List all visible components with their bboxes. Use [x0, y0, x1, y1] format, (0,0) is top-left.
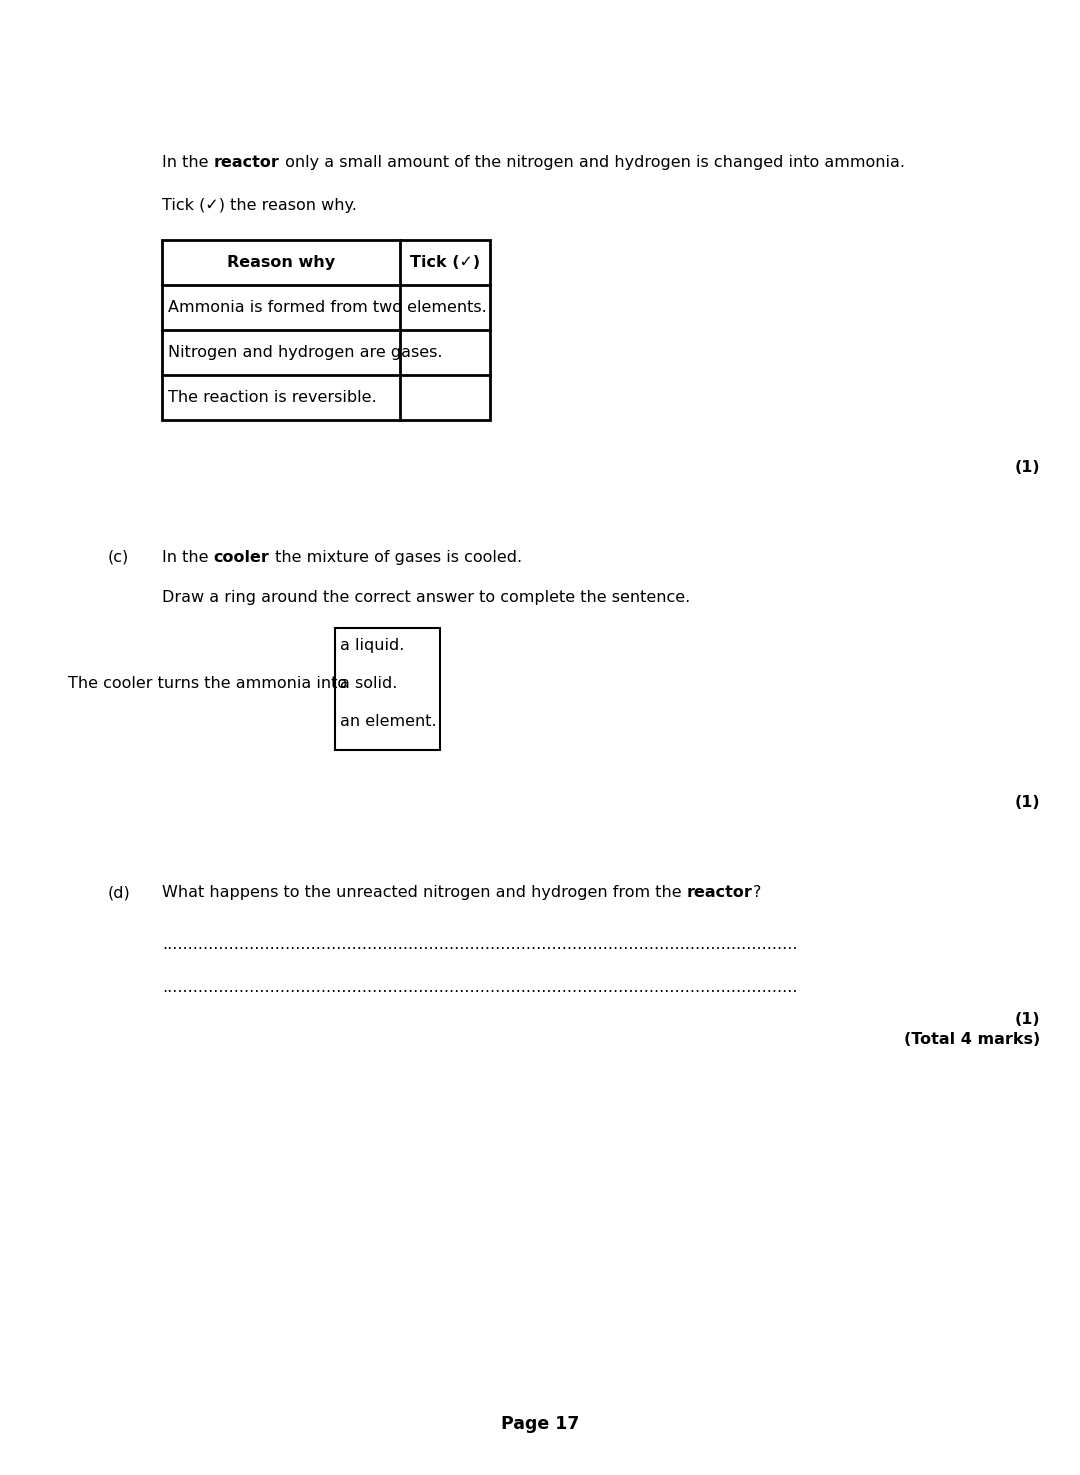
Text: Reason why: Reason why [227, 255, 335, 270]
Text: reactor: reactor [687, 885, 753, 900]
Text: (d): (d) [108, 885, 131, 900]
Text: What happens to the unreacted nitrogen and hydrogen from the: What happens to the unreacted nitrogen a… [162, 885, 687, 900]
Text: cooler: cooler [214, 550, 270, 565]
Text: Tick (✓︎) the reason why.: Tick (✓︎) the reason why. [162, 198, 356, 212]
Text: (1): (1) [1014, 1012, 1040, 1027]
Text: In the: In the [162, 155, 214, 170]
Bar [162, 240, 490, 420]
Text: (c): (c) [108, 550, 130, 565]
Text: The cooler turns the ammonia into: The cooler turns the ammonia into [68, 676, 347, 690]
Text: the mixture of gases is cooled.: the mixture of gases is cooled. [270, 550, 522, 565]
Text: In the: In the [162, 550, 214, 565]
Text: a solid.: a solid. [340, 676, 397, 690]
Text: only a small amount of the nitrogen and hydrogen is changed into ammonia.: only a small amount of the nitrogen and … [280, 155, 905, 170]
Bar [335, 628, 440, 749]
Text: an element.: an element. [340, 714, 436, 729]
Text: ?: ? [753, 885, 761, 900]
Text: Nitrogen and hydrogen are gases.: Nitrogen and hydrogen are gases. [168, 345, 443, 360]
Text: (1): (1) [1014, 460, 1040, 475]
Text: ................................................................................: ........................................… [162, 979, 797, 996]
Text: Draw a ring around the correct answer to complete the sentence.: Draw a ring around the correct answer to… [162, 590, 690, 605]
Text: (Total 4 marks): (Total 4 marks) [904, 1032, 1040, 1047]
Text: Tick (✓︎): Tick (✓︎) [410, 255, 481, 270]
Text: a liquid.: a liquid. [340, 639, 404, 653]
Text: ................................................................................: ........................................… [162, 937, 797, 951]
Text: The reaction is reversible.: The reaction is reversible. [168, 389, 377, 406]
Text: Page 17: Page 17 [501, 1415, 579, 1434]
Text: Ammonia is formed from two elements.: Ammonia is formed from two elements. [168, 299, 487, 316]
Text: reactor: reactor [214, 155, 280, 170]
Text: (1): (1) [1014, 795, 1040, 810]
